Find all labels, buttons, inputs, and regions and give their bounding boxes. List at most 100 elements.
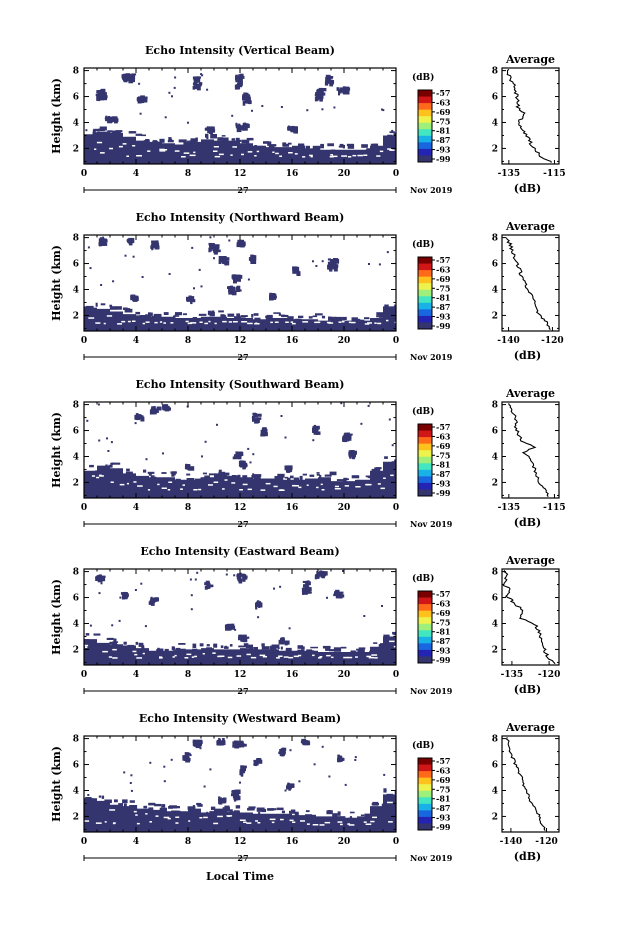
echo-pixel — [198, 313, 207, 316]
echo-cluster-pixel — [197, 86, 201, 91]
echo-pixel — [159, 807, 167, 812]
echo-gap — [270, 321, 273, 324]
echo-pixel — [241, 139, 250, 144]
echo-gap — [174, 654, 177, 657]
echo-cluster-pixel — [327, 77, 331, 83]
echo-speck — [190, 608, 193, 611]
x-tick-label: 4 — [133, 169, 139, 179]
echo-gap — [259, 654, 266, 657]
echo-gap — [133, 481, 137, 483]
x-tick-label: 12 — [234, 670, 247, 680]
echo-cluster-pixel — [281, 752, 285, 755]
colorbar-label: -81 — [436, 460, 450, 470]
panel-3: Echo Intensity (Southward Beam)0 4 8 12 16 20… — [50, 378, 566, 529]
colorbar-swatch — [418, 450, 432, 458]
colorbar-label: -57 — [436, 88, 450, 98]
colorbar-label: -99 — [436, 822, 451, 832]
echo-cluster-pixel — [282, 637, 285, 640]
echo-speck — [313, 763, 316, 766]
x-tick-label: 20 — [338, 670, 351, 680]
x-tick-label: 0 — [393, 169, 399, 179]
echo-gap — [214, 322, 217, 325]
echo-gap — [228, 321, 233, 323]
echo-gap — [247, 488, 252, 491]
echo-speck — [326, 596, 328, 599]
colorbar-swatch — [418, 816, 432, 824]
echo-pixel — [194, 478, 202, 481]
echo-pixel — [178, 810, 181, 813]
heatmap-data — [84, 402, 396, 498]
echo-gap — [119, 483, 125, 486]
echo-pixel — [175, 478, 181, 482]
echo-pixel — [235, 137, 240, 142]
echo-pixel — [319, 474, 322, 479]
y-tick-label: 4 — [73, 619, 79, 629]
echo-pixel — [330, 149, 336, 153]
echo-gap — [147, 489, 151, 491]
y-axis-label: Height (km) — [50, 78, 63, 154]
echo-pixel — [297, 645, 304, 649]
echo-pixel — [84, 306, 91, 310]
echo-speck — [261, 105, 264, 107]
echo-cluster-pixel — [300, 740, 304, 743]
colorbar-label: -69 — [436, 441, 451, 451]
echo-pixel — [231, 138, 236, 141]
echo-pixel — [246, 140, 249, 145]
echo-speck — [344, 783, 347, 786]
echo-gap — [136, 822, 140, 825]
echo-gap — [167, 817, 171, 820]
echo-pixel — [148, 802, 156, 806]
echo-cluster-pixel — [348, 433, 353, 436]
echo-gap — [319, 656, 323, 658]
echo-pixel — [294, 811, 299, 815]
echo-gap — [351, 321, 356, 324]
echo-cluster-pixel — [333, 258, 336, 263]
echo-pixel — [310, 646, 318, 649]
echo-pixel — [179, 648, 186, 653]
echo-gap — [390, 474, 394, 477]
echo-gap — [275, 152, 279, 155]
x-tick-label: 4 — [133, 837, 139, 847]
echo-gap — [189, 154, 196, 157]
echo-speck — [132, 255, 135, 258]
echo-pixel — [187, 806, 196, 810]
echo-pixel — [107, 130, 113, 133]
echo-speck — [102, 236, 105, 239]
x-tick-label: 8 — [185, 503, 191, 513]
y-axis-label: Height (km) — [50, 412, 63, 488]
echo-gap — [217, 815, 223, 818]
x-tick-label: 12 — [234, 837, 247, 847]
colorbar-frame — [417, 256, 433, 330]
echo-speck — [306, 109, 309, 112]
echo-cluster-pixel — [222, 738, 225, 742]
echo-speck — [354, 756, 357, 759]
echo-pixel — [164, 648, 169, 652]
echo-gap — [279, 155, 282, 157]
echo-gap — [100, 152, 105, 154]
echo-cluster-pixel — [240, 239, 244, 244]
echo-gap — [338, 321, 342, 323]
echo-cluster-pixel — [108, 118, 111, 122]
echo-pixel — [156, 649, 162, 654]
echo-speck — [86, 419, 89, 422]
echo-cluster-pixel — [244, 96, 249, 101]
echo-cluster-pixel — [234, 741, 238, 746]
echo-gap — [227, 656, 233, 659]
echo-gap — [154, 321, 158, 324]
echo-cluster-pixel — [101, 240, 107, 244]
colorbar-label: -63 — [436, 97, 451, 107]
colorbar-swatch — [418, 803, 432, 811]
heatmap-data — [84, 236, 396, 331]
echo-cluster-pixel — [282, 639, 285, 643]
echo-pixel — [299, 475, 303, 481]
echo-speck — [367, 404, 370, 407]
echo-gap — [91, 475, 96, 477]
echo-pixel — [326, 810, 333, 815]
echo-speck — [331, 265, 334, 268]
echo-cluster-pixel — [242, 743, 247, 747]
echo-cluster-pixel — [338, 755, 343, 761]
echo-cluster-pixel — [313, 431, 318, 435]
colorbar-swatch — [418, 810, 432, 818]
echo-pixel — [380, 643, 388, 646]
echo-pixel — [233, 810, 240, 815]
